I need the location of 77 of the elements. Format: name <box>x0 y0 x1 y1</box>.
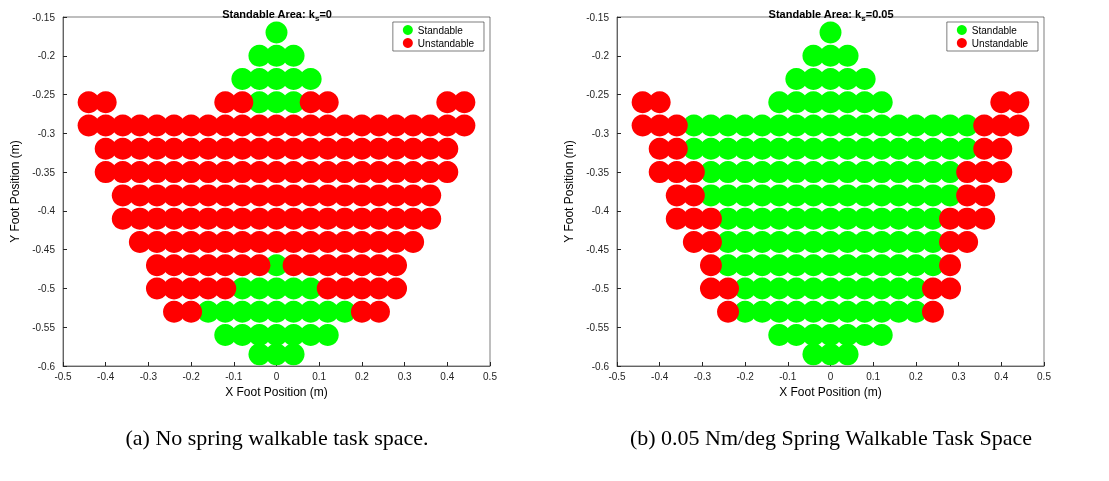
y-tick-label: -0.5 <box>591 282 610 294</box>
point <box>682 161 705 184</box>
point <box>973 184 996 207</box>
y-tick-label: -0.15 <box>586 11 610 23</box>
x-tick-label: 0.3 <box>951 370 966 382</box>
x-tick-label: 0 <box>273 370 280 382</box>
point <box>665 137 688 160</box>
x-tick-label: -0.4 <box>651 370 669 382</box>
y-tick-label: -0.4 <box>591 205 610 217</box>
point <box>990 137 1013 160</box>
y-tick-label: -0.45 <box>586 244 610 256</box>
y-tick-label: -0.15 <box>32 11 56 23</box>
point <box>956 230 979 253</box>
x-tick-label: -0.2 <box>182 370 201 382</box>
y-tick-label: -0.25 <box>32 89 56 101</box>
x-tick-label: 0.2 <box>908 370 924 382</box>
text: (a) No spring walkable task space. <box>124 425 430 451</box>
x-tick-label: -0.1 <box>779 370 797 382</box>
y-tick-label: -0.3 <box>37 127 56 139</box>
point <box>316 323 339 346</box>
point <box>699 254 722 277</box>
y-tick-label: -0.2 <box>37 50 56 62</box>
y-tick-label: -0.6 <box>591 360 610 372</box>
y-tick-label: -0.4 <box>37 205 56 217</box>
point <box>299 68 322 91</box>
y-tick-label: -0.45 <box>32 244 56 256</box>
point <box>717 277 740 300</box>
x-tick-label: 0.1 <box>312 370 327 382</box>
y-tick-label: -0.35 <box>32 166 56 178</box>
x-tick-label: -0.2 <box>736 370 755 382</box>
x-tick-label: 0.3 <box>397 370 412 382</box>
point <box>973 207 996 230</box>
point <box>922 300 944 323</box>
text: (b) 0.05 Nm/deg Spring Walkable Task Space <box>628 425 1034 451</box>
point <box>282 44 305 67</box>
legend-label: Unstandable <box>417 37 475 49</box>
point <box>1007 114 1030 137</box>
legend-label: Standable <box>417 24 464 36</box>
point <box>939 277 962 300</box>
point <box>648 91 671 114</box>
y-axis-title: Y Foot Position (m) <box>8 140 23 243</box>
x-tick-label: -0.5 <box>608 370 627 382</box>
x-tick-label: -0.3 <box>693 370 712 382</box>
x-tick-label: 0.4 <box>994 370 1009 382</box>
point <box>939 254 962 277</box>
point <box>990 161 1013 184</box>
x-tick-label: -0.5 <box>54 370 73 382</box>
legend-label: Unstandable <box>971 37 1029 49</box>
y-tick-label: -0.2 <box>591 50 610 62</box>
x-tick-label: 0.1 <box>866 370 881 382</box>
y-tick-label: -0.25 <box>586 89 610 101</box>
x-tick-label: 0 <box>827 370 834 382</box>
y-tick-label: -0.35 <box>586 166 610 178</box>
y-tick-label: -0.3 <box>591 127 610 139</box>
x-tick-label: 0.2 <box>354 370 370 382</box>
x-tick-label: -0.1 <box>225 370 243 382</box>
point <box>665 114 688 137</box>
x-tick-label: 0.5 <box>1037 370 1052 382</box>
x-tick-label: 0.4 <box>440 370 455 382</box>
x-axis-title: X Foot Position (m) <box>779 385 882 399</box>
point <box>265 21 288 44</box>
y-tick-label: -0.6 <box>37 360 56 372</box>
x-axis-title: X Foot Position (m) <box>225 385 328 399</box>
point <box>282 343 305 366</box>
y-tick-label: -0.5 <box>37 282 56 294</box>
y-tick-label: -0.55 <box>32 321 56 333</box>
y-tick-label: -0.55 <box>586 321 610 333</box>
point <box>699 230 722 253</box>
y-axis-title: Y Foot Position (m) <box>562 140 577 243</box>
x-tick-label: -0.3 <box>139 370 158 382</box>
point <box>717 300 740 323</box>
legend-label: Standable <box>971 24 1018 36</box>
point <box>682 184 705 207</box>
x-tick-label: -0.4 <box>97 370 115 382</box>
x-tick-label: 0.5 <box>483 370 498 382</box>
point <box>699 207 722 230</box>
point <box>1007 91 1030 114</box>
